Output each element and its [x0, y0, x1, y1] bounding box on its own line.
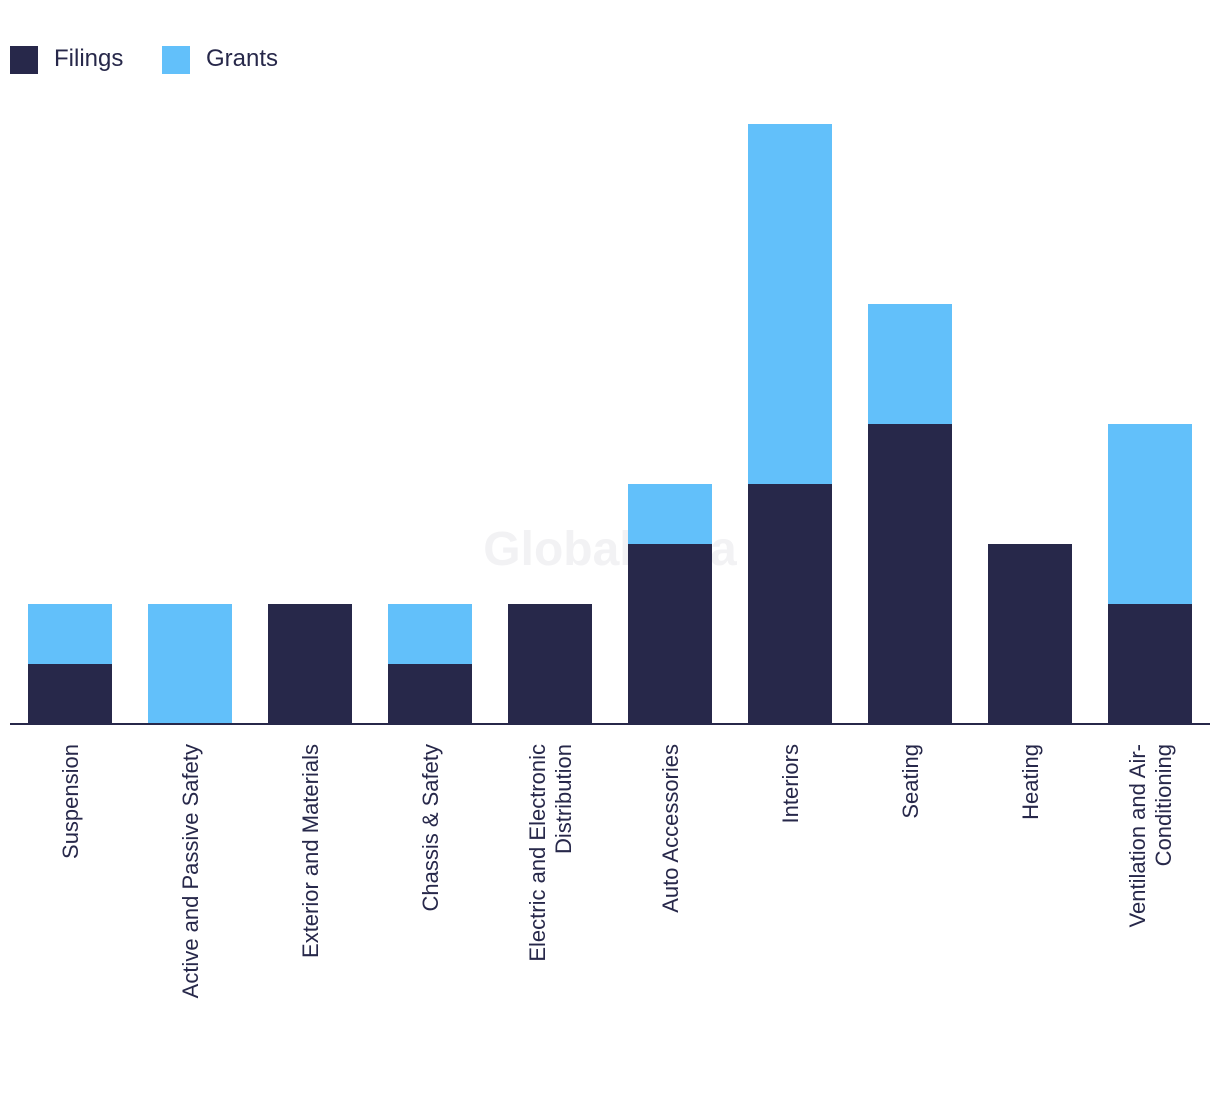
x-tick-label-4: Electric and ElectronicDistribution — [525, 744, 576, 962]
x-tick-label-9: Ventilation and Air-Conditioning — [1125, 744, 1176, 927]
bar-filings-8 — [988, 544, 1072, 724]
bar-filings-0 — [28, 664, 112, 724]
bar-grants-9 — [1108, 424, 1192, 604]
x-tick-label-line: Distribution — [551, 744, 576, 854]
bar-grants-6 — [748, 124, 832, 484]
x-tick-label-line: Exterior and Materials — [298, 744, 323, 958]
bar-grants-5 — [628, 484, 712, 544]
x-tick-label-2: Exterior and Materials — [298, 744, 323, 958]
x-tick-label-line: Conditioning — [1151, 744, 1176, 866]
bars-group — [28, 124, 1192, 724]
x-tick-label-line: Active and Passive Safety — [178, 744, 203, 998]
x-tick-label-6: Interiors — [778, 744, 803, 823]
bar-grants-7 — [868, 304, 952, 424]
x-tick-label-5: Auto Accessories — [658, 744, 683, 913]
bar-filings-7 — [868, 424, 952, 724]
x-tick-label-line: Interiors — [778, 744, 803, 823]
bar-filings-3 — [388, 664, 472, 724]
bar-filings-6 — [748, 484, 832, 724]
x-tick-label-7: Seating — [898, 744, 923, 819]
x-tick-label-0: Suspension — [58, 744, 83, 859]
bar-filings-9 — [1108, 604, 1192, 724]
bar-filings-4 — [508, 604, 592, 724]
bar-grants-3 — [388, 604, 472, 664]
bar-grants-1 — [148, 604, 232, 724]
legend-label-grants: Grants — [206, 45, 278, 72]
x-tick-label-line: Ventilation and Air- — [1125, 744, 1150, 927]
x-tick-label-8: Heating — [1018, 744, 1043, 820]
bar-grants-0 — [28, 604, 112, 664]
legend: Filings Grants — [10, 45, 278, 74]
legend-swatch-filings — [10, 46, 38, 74]
x-tick-label-3: Chassis & Safety — [418, 744, 443, 912]
x-tick-label-line: Electric and Electronic — [525, 744, 550, 962]
x-tick-label-line: Suspension — [58, 744, 83, 859]
x-tick-label-line: Seating — [898, 744, 923, 819]
x-tick-label-1: Active and Passive Safety — [178, 744, 203, 998]
x-tick-labels: Suspension Active and Passive Safety Exter… — [58, 744, 1176, 998]
x-tick-label-line: Chassis & Safety — [418, 744, 443, 912]
legend-swatch-grants — [162, 46, 190, 74]
x-tick-label-line: Heating — [1018, 744, 1043, 820]
bar-filings-2 — [268, 604, 352, 724]
bar-filings-5 — [628, 544, 712, 724]
x-tick-label-line: Auto Accessories — [658, 744, 683, 913]
legend-label-filings: Filings — [54, 45, 123, 72]
